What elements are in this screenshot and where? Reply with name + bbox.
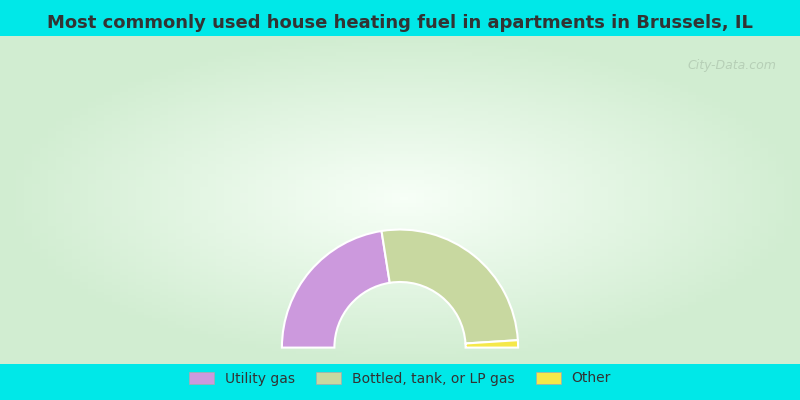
Wedge shape (466, 340, 518, 348)
Text: Most commonly used house heating fuel in apartments in Brussels, IL: Most commonly used house heating fuel in… (47, 14, 753, 32)
Wedge shape (382, 230, 518, 344)
Text: City-Data.com: City-Data.com (687, 59, 776, 72)
Wedge shape (282, 231, 390, 348)
Legend: Utility gas, Bottled, tank, or LP gas, Other: Utility gas, Bottled, tank, or LP gas, O… (183, 366, 617, 391)
